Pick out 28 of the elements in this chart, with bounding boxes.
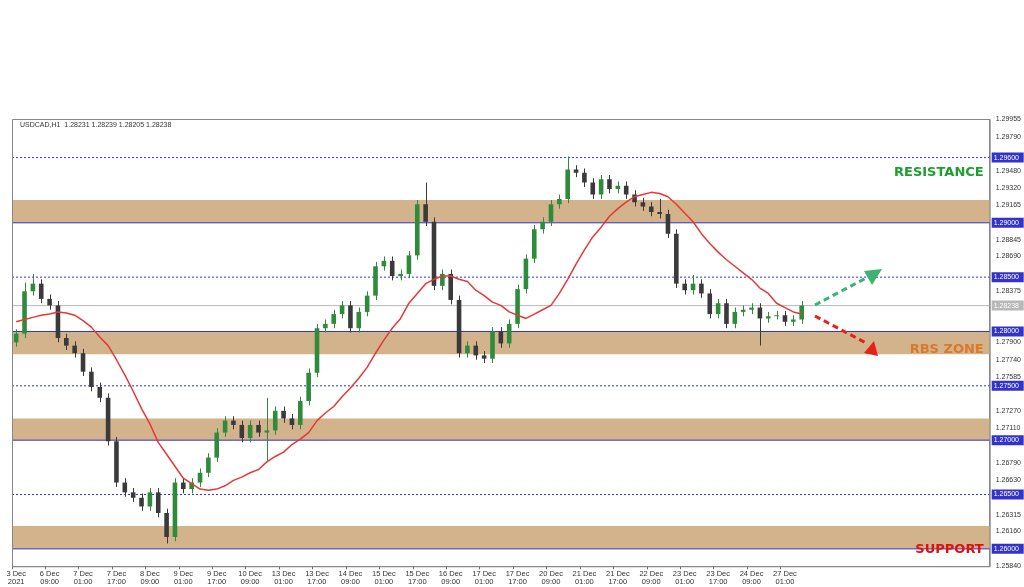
annotation: RESISTANCE — [894, 164, 984, 180]
candlestick — [348, 300, 353, 334]
candlestick — [473, 340, 479, 361]
candlestick — [423, 182, 428, 227]
candlestick — [607, 174, 612, 194]
candlestick — [206, 452, 211, 478]
candlestick — [298, 396, 303, 430]
candlestick — [331, 309, 337, 329]
candlestick — [590, 177, 596, 200]
candlestick — [389, 255, 395, 281]
candlestick — [657, 198, 662, 219]
candlestick — [799, 300, 804, 325]
candlestick — [89, 366, 94, 392]
candlestick — [97, 382, 103, 403]
candlestick — [548, 199, 554, 227]
candlestick — [155, 487, 161, 518]
candlestick — [356, 307, 362, 334]
candlestick — [272, 405, 278, 436]
candlestick — [598, 174, 604, 200]
candlestick — [724, 298, 729, 329]
candlestick — [264, 397, 270, 462]
candlestick — [164, 508, 169, 544]
candlestick — [707, 288, 713, 319]
annotation: RBS ZONE — [909, 340, 984, 356]
candlestick — [506, 319, 512, 349]
candlestick — [38, 278, 44, 304]
candlestick — [582, 167, 587, 188]
candlestick — [699, 278, 704, 299]
